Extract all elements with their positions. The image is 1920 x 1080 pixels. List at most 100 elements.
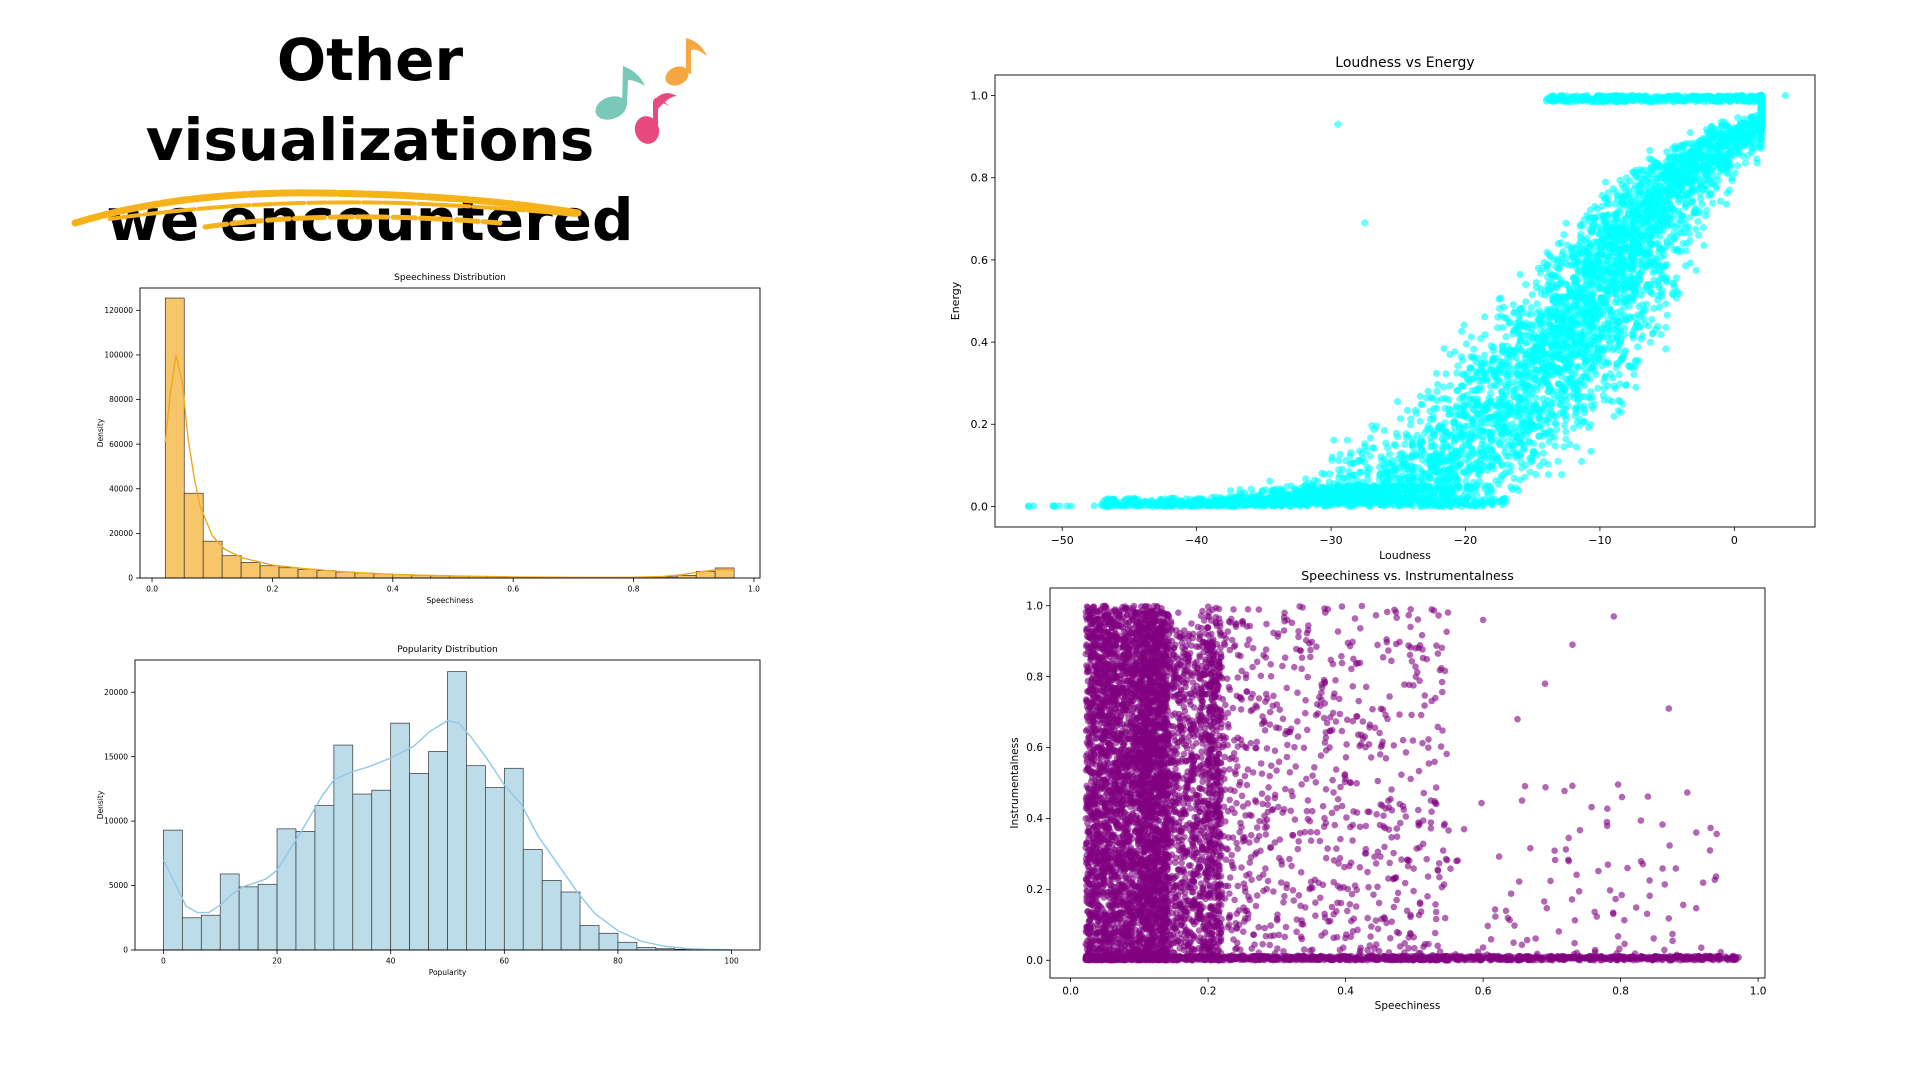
scatter-point (1407, 421, 1415, 429)
scatter-point (1731, 169, 1739, 177)
scatter-point (1409, 444, 1417, 452)
scatter-point (1695, 207, 1704, 216)
scatter-point (1470, 345, 1478, 353)
scatter-point (1686, 259, 1694, 267)
scatter-point (1706, 142, 1714, 150)
scatter-point (1622, 174, 1630, 182)
scatter-point (1454, 453, 1462, 461)
scatter-point (1604, 360, 1612, 368)
scatter-point (1757, 144, 1765, 152)
scatter-point (1658, 292, 1666, 300)
scatter-point (1403, 434, 1411, 442)
scatter-point (1528, 291, 1536, 299)
scatter-point (1513, 369, 1521, 378)
scatter-point (1547, 408, 1555, 416)
scatter-point (1377, 469, 1385, 477)
scatter-point (1539, 449, 1547, 457)
scatter-point (1440, 383, 1448, 391)
scatter-point (1469, 423, 1477, 431)
x-tick-label: −20 (1454, 534, 1477, 547)
scatter-point (1557, 343, 1565, 351)
histogram-bar (409, 773, 429, 951)
scatter-point (1662, 345, 1670, 353)
scatter-point (1335, 483, 1343, 491)
scatter-point (1662, 243, 1670, 251)
scatter-point (1700, 241, 1708, 250)
scatter-point (1626, 264, 1634, 272)
histogram-bar (522, 849, 543, 951)
kde-line (164, 354, 735, 578)
scatter-point (1560, 443, 1568, 451)
scatter-point (1639, 167, 1647, 175)
scatter-point (1583, 211, 1591, 220)
histogram-bar (163, 829, 183, 951)
y-axis-label: Density (96, 790, 105, 819)
scatter-point (1630, 370, 1638, 379)
scatter-point (1583, 234, 1591, 242)
scatter-point (1551, 307, 1559, 316)
scatter-point (1532, 279, 1540, 287)
scatter-point (1692, 225, 1700, 233)
histogram-bar (200, 914, 221, 951)
scatter-point (1567, 375, 1575, 383)
scatter-point (1674, 207, 1682, 215)
scatter-point (1343, 487, 1351, 495)
scatter-point (1586, 206, 1594, 214)
scatter-point (1479, 436, 1487, 444)
scatter-point (1569, 424, 1577, 432)
scatter-point (1632, 207, 1640, 215)
scatter-point (1610, 224, 1618, 232)
scatter-point (1522, 298, 1530, 306)
scatter-point (1481, 331, 1489, 339)
scatter-point (1536, 269, 1545, 277)
scatter-point (1691, 174, 1699, 182)
scatter-point (1392, 429, 1400, 437)
scatter-point (1481, 442, 1489, 450)
scatter-point (1544, 317, 1552, 326)
scatter-point (1663, 278, 1671, 286)
scatter-point (1549, 390, 1557, 398)
scatter-point (1432, 369, 1440, 378)
scatter-point (1311, 476, 1319, 484)
scatter-point (1734, 150, 1743, 158)
scatter-point (1600, 214, 1608, 223)
x-tick-label: 0.0 (146, 585, 158, 594)
scatter-point (1301, 482, 1309, 490)
x-tick-label: 80 (613, 957, 623, 966)
scatter-point (1682, 247, 1690, 255)
scatter-point (1543, 273, 1552, 281)
scatter-point (1673, 288, 1681, 296)
histogram-bar (181, 917, 202, 951)
scatter-point (1553, 255, 1561, 263)
scatter-point (1462, 477, 1470, 485)
scatter-point (1468, 387, 1476, 395)
scatter-point (1385, 450, 1394, 458)
scatter-point (1708, 133, 1716, 141)
scatter-point (1523, 339, 1531, 347)
scatter-point (1612, 285, 1620, 293)
scatter-point (1526, 454, 1534, 463)
y-tick-label: 1.0 (971, 89, 989, 102)
scatter-point (1662, 300, 1670, 308)
histogram-bar (297, 568, 318, 579)
scatter-point (1686, 237, 1694, 245)
scatter-point (1458, 327, 1466, 335)
scatter-point (1477, 360, 1485, 369)
scatter-point (1753, 159, 1761, 167)
scatter-point (1049, 502, 1057, 510)
scatter-point (1610, 382, 1618, 390)
scatter-point (1493, 324, 1502, 332)
scatter-point (1635, 270, 1643, 278)
scatter-point (1480, 482, 1488, 490)
scatter-point (1475, 354, 1483, 363)
scatter-point (1595, 230, 1603, 239)
scatter-point (1446, 382, 1454, 390)
y-tick-label: 0.8 (971, 172, 989, 185)
scatter-point (1510, 347, 1518, 355)
scatter-point (1416, 392, 1424, 400)
y-tick-label: 10000 (104, 817, 128, 826)
scatter-point (1541, 287, 1549, 295)
scatter-point (1418, 401, 1426, 409)
scatter-point (1464, 401, 1472, 409)
scatter-point (1372, 483, 1380, 491)
